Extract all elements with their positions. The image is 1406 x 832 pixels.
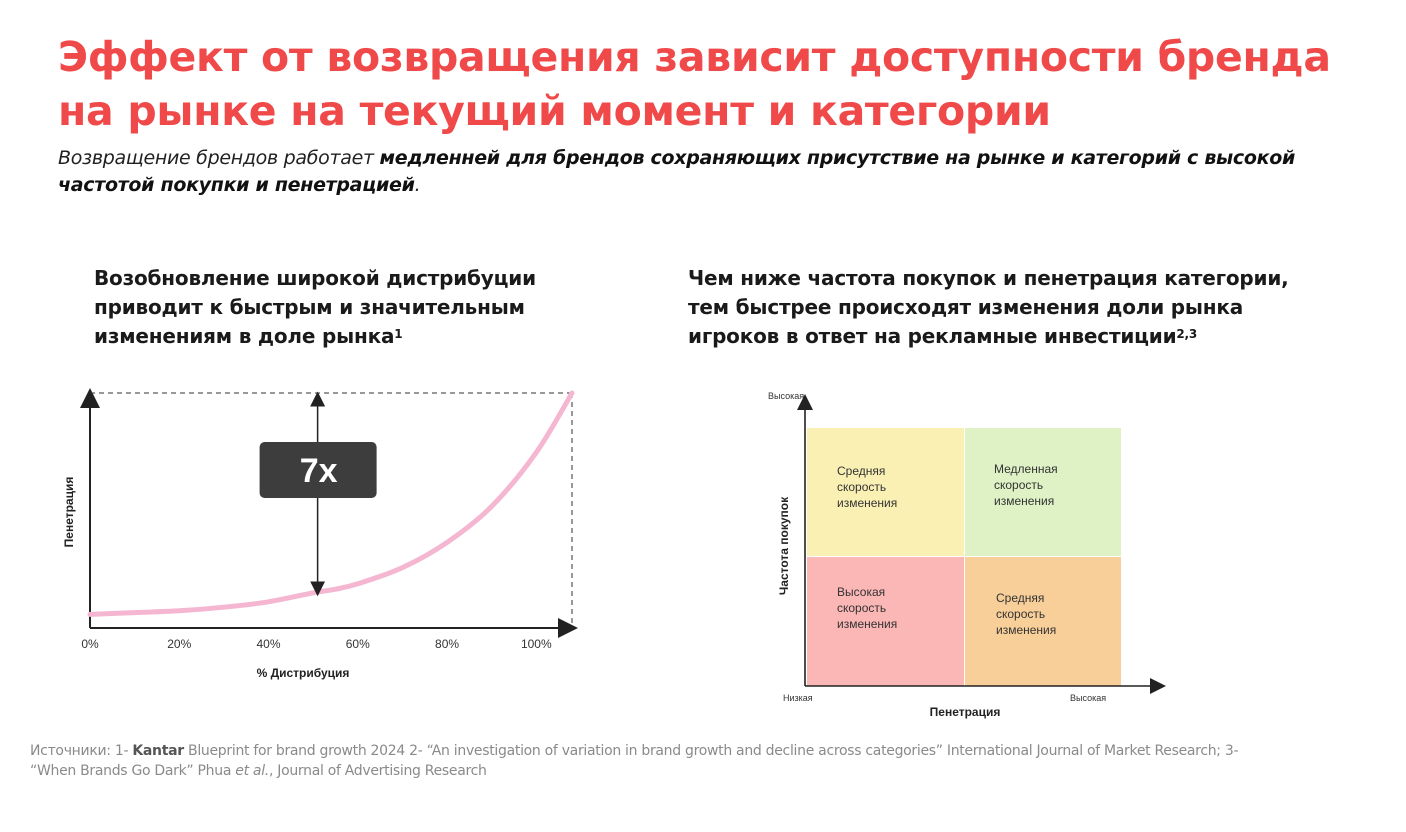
x-tick-label: 60% <box>346 637 370 651</box>
left-heading-footnote: 1 <box>394 327 403 341</box>
left-heading-text: Возобновление широкой дистрибуции привод… <box>94 266 536 348</box>
quadrant-label-top-left: Средняя скорость изменения <box>837 464 897 510</box>
category-matrix-chart: Средняя скорость изменения Медленная скорост… <box>768 391 1166 719</box>
x-low-label: Низкая <box>783 693 813 703</box>
growth-badge <box>259 442 377 498</box>
quadrant-label-bottom-right: Средняя скорость изменения <box>996 591 1056 637</box>
distribution-line-chart: 7x 0% 20% 40% 60% 80% 100% Пенетрация % Дистр… <box>62 388 578 680</box>
slide-subtitle: Возвращение брендов работает медленней д… <box>58 145 1358 199</box>
x-high-label: Высокая <box>1070 693 1106 703</box>
x-tick-label: 20% <box>167 637 191 651</box>
sources-prefix: Источники: 1- <box>30 743 133 759</box>
subtitle-part1: Возвращение брендов работает <box>58 147 380 169</box>
left-chart-heading: Возобновление широкой дистрибуции привод… <box>94 264 614 351</box>
sources-footnote: Источники: 1- Kantar Blueprint for brand… <box>30 741 1250 781</box>
subtitle-part2: . <box>414 174 421 196</box>
sources-text-2: , Journal of Advertising Research <box>268 763 487 779</box>
quadrant-top-left <box>807 428 964 556</box>
x-tick-label: 80% <box>435 637 459 651</box>
x-tick-label: 40% <box>257 637 281 651</box>
growth-badge-label: 7x <box>300 452 338 490</box>
penetration-curve <box>87 390 575 617</box>
x-tick-label: 100% <box>521 637 552 651</box>
sources-text-1: Blueprint for brand growth 2024 2- “An i… <box>30 743 1239 779</box>
x-axis-label: % Дистрибуция <box>257 666 350 680</box>
quadrant-label-bottom-left: Высокая скорость изменения <box>837 585 897 631</box>
quadrant-top-right <box>965 428 1121 556</box>
quadrant-label-top-right: Медленная скорость изменения <box>994 462 1058 508</box>
matrix-x-axis-label: Пенетрация <box>930 705 1001 719</box>
slide-title: Эффект от возвращения зависит доступност… <box>58 33 1331 135</box>
quadrant-bottom-left <box>807 557 964 686</box>
quadrant-bottom-right <box>965 557 1121 686</box>
matrix-y-axis-label: Частота покупок <box>777 496 791 595</box>
right-heading-footnote: 2,3 <box>1176 327 1198 341</box>
subtitle-bold: медленней для брендов сохраняющих присут… <box>58 147 1296 196</box>
sources-etal: et al. <box>235 763 269 779</box>
right-chart-heading: Чем ниже частота покупок и пенетрация ка… <box>688 264 1328 351</box>
right-heading-text: Чем ниже частота покупок и пенетрация ка… <box>688 266 1289 348</box>
sources-kantar: Kantar <box>132 743 184 759</box>
y-high-label: Высокая <box>768 391 804 401</box>
x-tick-label: 0% <box>81 637 99 651</box>
y-axis-label: Пенетрация <box>62 477 76 548</box>
